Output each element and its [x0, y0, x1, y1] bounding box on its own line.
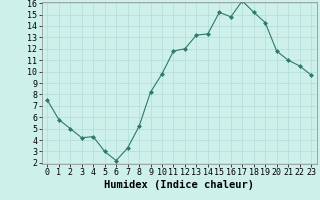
X-axis label: Humidex (Indice chaleur): Humidex (Indice chaleur) [104, 180, 254, 190]
